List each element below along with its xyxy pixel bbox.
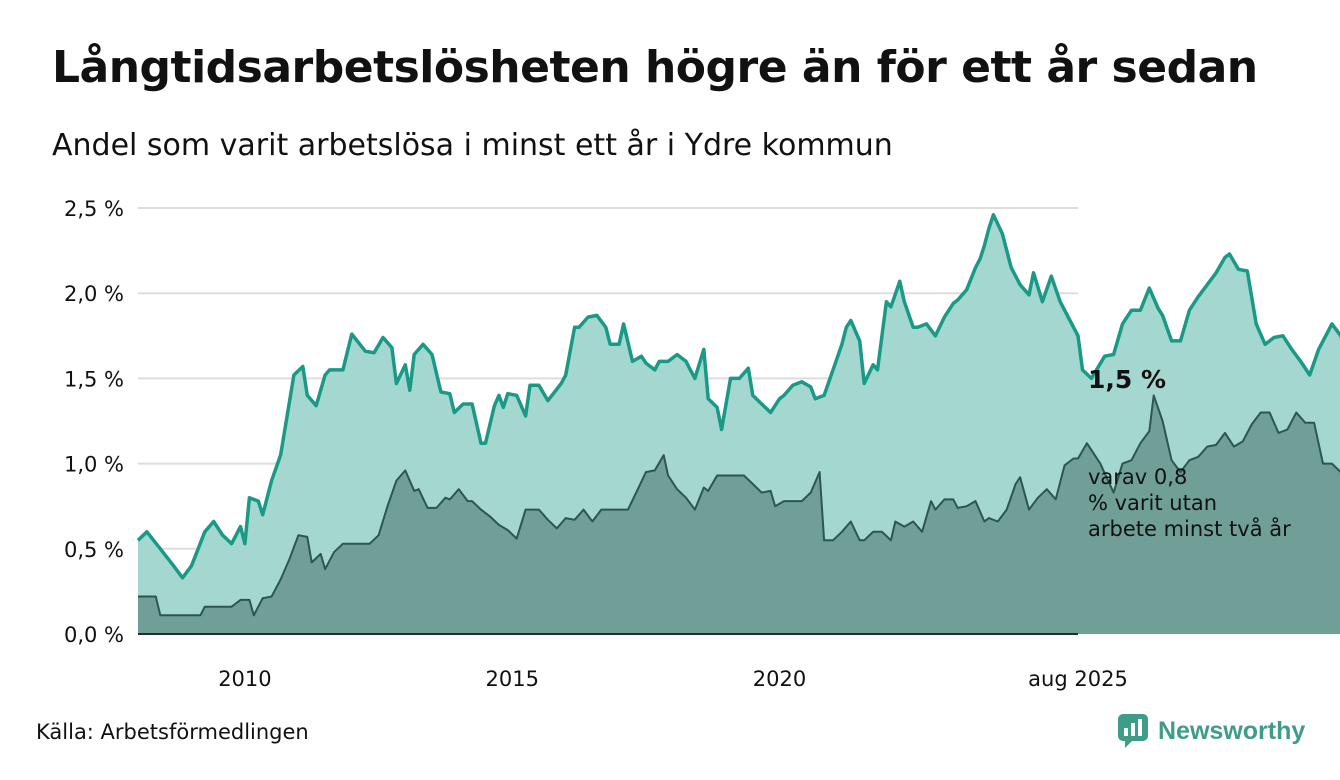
y-tick-label: 1,0 % (64, 453, 124, 477)
long-term-end-label: 1,5 % (1088, 365, 1166, 394)
chart-areas (136, 213, 1340, 634)
y-tick-label: 2,5 % (64, 197, 124, 221)
x-tick-label: aug 2025 (1028, 667, 1128, 691)
x-axis-ticks: 2010 2015 2020 aug 2025 (218, 667, 1128, 691)
y-tick-label: 2,0 % (64, 282, 124, 306)
y-axis-ticks: 0,0 % 0,5 % 1,0 % 1,5 % 2,0 % 2,5 % (64, 197, 124, 647)
brand-name: Newsworthy (1158, 716, 1306, 745)
two-year-area (138, 395, 1340, 634)
two-year-line (138, 394, 1340, 617)
source-note: Källa: Arbetsförmedlingen (36, 720, 309, 744)
y-tick-label: 0,5 % (64, 538, 124, 562)
newsworthy-logo-icon (1118, 714, 1148, 748)
chart-subtitle: Andel som varit arbetslösa i minst ett å… (52, 128, 893, 163)
brand-logo[interactable]: Newsworthy (1118, 714, 1305, 748)
y-tick-label: 1,5 % (64, 367, 124, 391)
long-term-line (136, 213, 1340, 580)
x-tick-label: 2010 (218, 667, 271, 691)
chart-title: Långtidsarbetslösheten högre än för ett … (52, 42, 1258, 93)
two-year-end-label: varav 0,8% varit utan arbete minst två år (1088, 465, 1291, 541)
x-tick-label: 2015 (485, 667, 538, 691)
x-tick-label: 2020 (753, 667, 806, 691)
y-tick-label: 0,0 % (64, 623, 124, 647)
